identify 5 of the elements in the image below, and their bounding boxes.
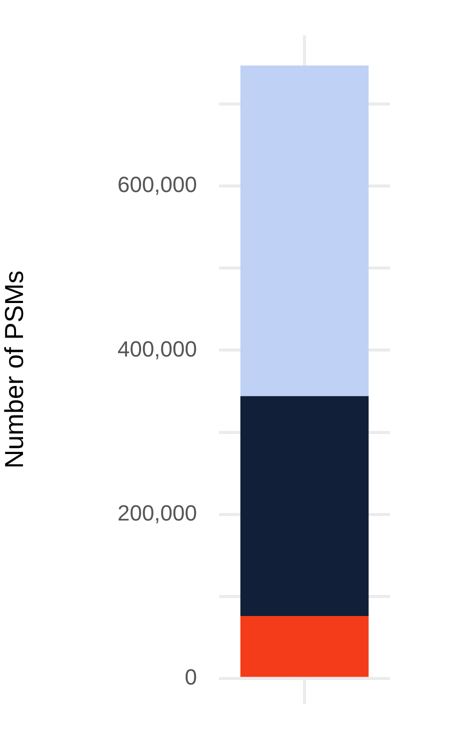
y-axis-title: Number of PSMs (0, 270, 29, 468)
y-tick-label: 200,000 (117, 500, 197, 526)
y-tick-label: 400,000 (117, 336, 197, 362)
y-tick-label: 0 (184, 664, 197, 690)
y-tick-label: 600,000 (117, 172, 197, 198)
